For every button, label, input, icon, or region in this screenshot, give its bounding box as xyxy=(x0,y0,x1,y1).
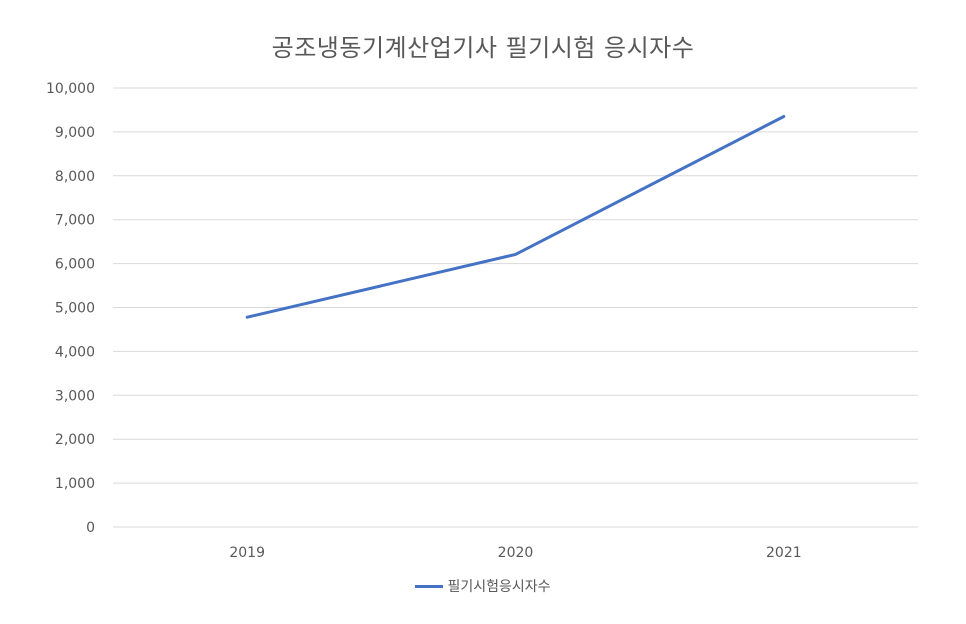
y-tick-label: 7,000 xyxy=(55,213,95,229)
chart-title: 공조냉동기계산업기사 필기시험 응시자수 xyxy=(271,34,695,62)
x-axis-ticks: 2019 2020 2021 xyxy=(229,545,801,561)
x-tick-label: 2021 xyxy=(766,545,802,561)
y-tick-label: 8,000 xyxy=(55,169,95,185)
legend-swatch xyxy=(415,584,444,588)
y-axis-ticks: 0 1,000 2,000 3,000 4,000 5,000 6,000 7,000 8,00… xyxy=(46,81,95,536)
y-tick-label: 6,000 xyxy=(55,257,95,273)
series-line xyxy=(245,115,786,319)
y-tick-label: 2,000 xyxy=(55,432,95,448)
x-tick-label: 2019 xyxy=(229,545,265,561)
y-tick-label: 5,000 xyxy=(55,301,95,317)
x-tick-label: 2020 xyxy=(498,545,534,561)
y-tick-label: 9,000 xyxy=(55,125,95,141)
y-tick-label: 4,000 xyxy=(55,344,95,360)
legend: 필기시험응시자수 xyxy=(0,576,966,596)
y-tick-label: 1,000 xyxy=(55,476,95,492)
y-tick-label: 0 xyxy=(86,520,95,536)
y-tick-label: 10,000 xyxy=(46,81,95,97)
legend-label: 필기시험응시자수 xyxy=(447,579,551,595)
series-group xyxy=(245,115,786,319)
grid-lines xyxy=(113,87,918,528)
y-tick-label: 3,000 xyxy=(55,388,95,404)
